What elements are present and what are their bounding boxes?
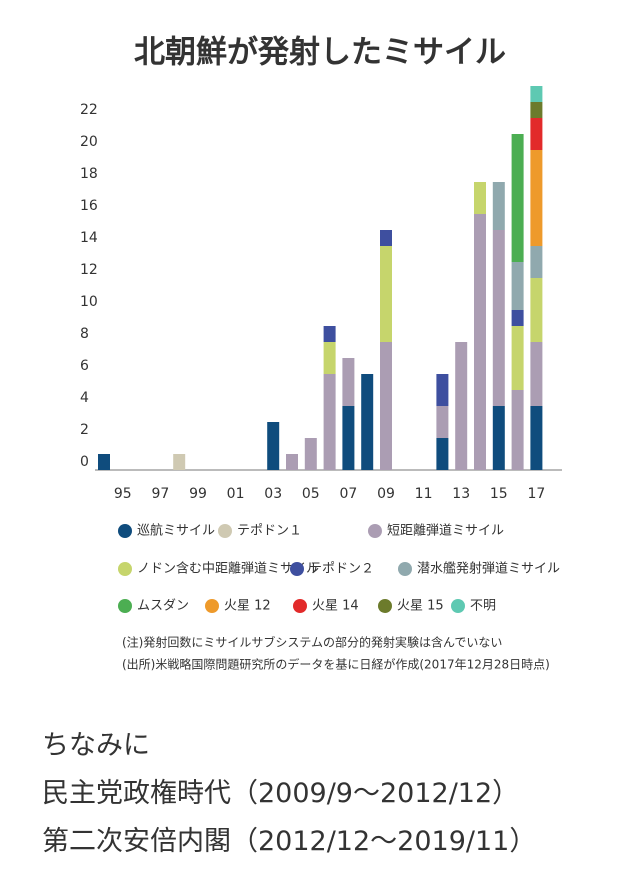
bar-segment (361, 374, 374, 470)
legend-swatch (398, 562, 412, 576)
y-tick-label: 16 (80, 198, 98, 214)
bar-segment (380, 230, 392, 246)
legend-label: 火星 14 (312, 599, 359, 614)
bar-segment (511, 134, 524, 262)
x-tick-label: 03 (264, 486, 282, 502)
bar-segment (511, 262, 524, 310)
bar-segment (530, 278, 543, 342)
bar-segment (530, 406, 543, 470)
bar-segment (511, 390, 524, 470)
x-tick-label: 09 (377, 486, 395, 502)
x-tick-label: 05 (302, 486, 320, 502)
y-tick-label: 22 (80, 102, 98, 118)
y-tick-label: 6 (80, 358, 89, 374)
bar-segment (380, 246, 392, 342)
bar-segment (436, 438, 449, 470)
legend-label: テポドン１ (237, 524, 302, 539)
bar-segment (98, 454, 110, 470)
bar-segment (530, 150, 543, 246)
bar-segment (323, 326, 336, 342)
bar-segment (530, 342, 543, 406)
legend-swatch (118, 562, 132, 576)
legend-label: 火星 15 (397, 599, 444, 614)
legend-swatch (205, 599, 219, 613)
bar-segment (530, 86, 543, 102)
legend-label: 巡航ミサイル (137, 523, 215, 539)
x-tick-label: 97 (151, 486, 169, 502)
bar-segment (511, 310, 524, 326)
x-tick-label: 07 (339, 486, 357, 502)
bar-segment (342, 358, 355, 406)
bar-segment (530, 118, 543, 150)
bar-segment (492, 230, 505, 406)
bar-segment (436, 374, 449, 406)
y-tick-label: 18 (80, 166, 98, 182)
legend-swatch (378, 599, 392, 613)
bar-segment (474, 182, 486, 214)
bar-segment (286, 454, 298, 470)
legend-label: 火星 12 (224, 599, 271, 614)
y-tick-label: 10 (80, 294, 98, 310)
bar-segment (323, 342, 336, 374)
legend-swatch (290, 562, 304, 576)
legend-label: ムスダン (137, 599, 189, 614)
x-tick-label: 01 (227, 486, 245, 502)
bar-segment (342, 406, 355, 470)
legend-label: 潜水艦発射弾道ミサイル (417, 561, 560, 577)
bar-segment (455, 342, 468, 470)
y-tick-label: 2 (80, 422, 89, 438)
legend-swatch (218, 524, 232, 538)
y-tick-label: 14 (80, 230, 98, 246)
bar-segment (304, 438, 317, 470)
y-tick-label: 8 (80, 326, 89, 342)
legend-swatch (451, 599, 465, 613)
legend-label: テポドン２ (309, 562, 374, 577)
bar-segment (323, 374, 336, 470)
legend-label: ノドン含む中距離弾道ミサイル (137, 561, 319, 577)
x-tick-label: 13 (452, 486, 470, 502)
note: (注)発射回数にミサイルサブシステムの部分的発射実験は含んでいない (122, 635, 502, 650)
y-tick-label: 12 (80, 262, 98, 278)
note: (出所)米戦略国際問題研究所のデータを基に日経が作成(2017年12月28日時点… (122, 657, 550, 672)
bar-segment (492, 406, 505, 470)
bar-segment (474, 214, 486, 470)
y-tick-label: 0 (80, 454, 89, 470)
caption: ちなみに 民主党政権時代（2009/9〜2012/12） 第二次安倍内閣（201… (42, 722, 536, 866)
x-tick-label: 17 (527, 486, 545, 502)
caption-line: 第二次安倍内閣（2012/12〜2019/11） (42, 826, 537, 857)
legend-swatch (118, 524, 132, 538)
caption-line: ちなみに (42, 730, 150, 761)
chart: 北朝鮮が発射したミサイル 0 2 4 6 8 10 12 14 16 18 20 22 95 97 99 01… (80, 35, 562, 672)
x-tick-label: 99 (189, 486, 207, 502)
x-tick-label: 11 (415, 486, 433, 502)
legend-swatch (368, 524, 382, 538)
legend-swatch (293, 599, 307, 613)
bar-segment (492, 182, 505, 230)
x-tick-label: 15 (490, 486, 508, 502)
bar-segment (267, 422, 280, 470)
legend-label: 不明 (470, 599, 496, 614)
y-tick-label: 20 (80, 134, 98, 150)
chart-title: 北朝鮮が発射したミサイル (134, 35, 506, 71)
bar-segment (530, 246, 543, 278)
legend-swatch (118, 599, 132, 613)
legend-label: 短距離弾道ミサイル (387, 524, 504, 539)
caption-line: 民主党政権時代（2009/9〜2012/12） (42, 778, 520, 809)
bar-segment (173, 454, 186, 470)
bar-segment (530, 102, 543, 118)
bar-segment (436, 406, 449, 438)
bar-segment (511, 326, 524, 390)
bar-segment (380, 342, 392, 470)
y-tick-label: 4 (80, 390, 89, 406)
x-tick-label: 95 (114, 486, 132, 502)
